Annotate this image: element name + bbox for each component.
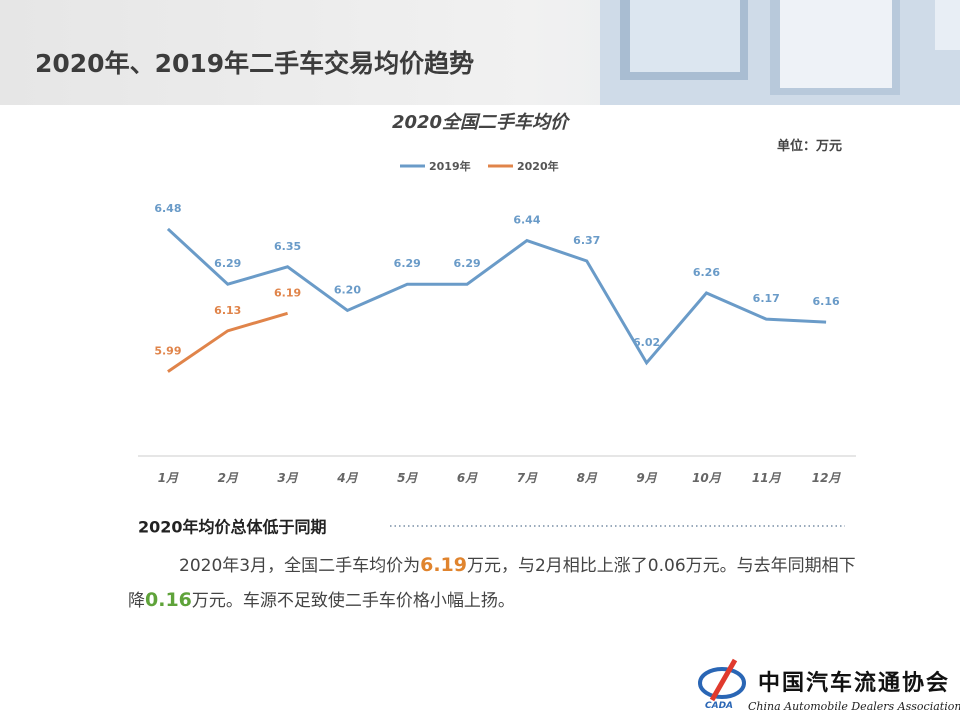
header-image bbox=[600, 0, 960, 105]
series-line bbox=[167, 311, 289, 373]
data-label: 5.99 bbox=[154, 345, 181, 358]
chart: 2020全国二手车均价 单位：万元 1月 2月 3月 4月 5月 6月 7月 8月 9月 10月 1… bbox=[138, 112, 856, 485]
x-tick-label: 8月 bbox=[577, 471, 598, 485]
data-label: 6.16 bbox=[813, 295, 840, 308]
x-tick-label: 10月 bbox=[692, 471, 722, 485]
data-label: 6.35 bbox=[274, 240, 301, 253]
unit-label: 单位：万元 bbox=[777, 138, 842, 154]
x-tick-label: 2月 bbox=[218, 471, 239, 485]
data-label: 6.37 bbox=[573, 234, 600, 247]
data-label: 6.17 bbox=[753, 292, 780, 305]
data-label: 6.29 bbox=[394, 257, 421, 270]
legend-label: 2019年 bbox=[429, 159, 471, 173]
text: 万元，与2月相比上涨了0.06万元。与去年同期相下降 bbox=[128, 556, 856, 611]
highlight: 0.16 bbox=[145, 589, 192, 611]
data-label: 6.48 bbox=[154, 202, 181, 215]
logo-ring bbox=[698, 667, 746, 699]
logo-mark: CADA bbox=[705, 701, 733, 711]
x-tick-label: 6月 bbox=[457, 471, 478, 485]
data-label: 6.29 bbox=[454, 257, 481, 270]
x-tick-label: 5月 bbox=[397, 471, 418, 485]
x-tick-label: 9月 bbox=[636, 471, 657, 485]
x-tick-label: 12月 bbox=[812, 471, 842, 485]
data-label: 6.29 bbox=[214, 257, 241, 270]
x-tick-label: 7月 bbox=[517, 471, 538, 485]
highlight: 6.19 bbox=[420, 554, 467, 576]
data-label: 6.26 bbox=[693, 266, 720, 279]
chart-title: 2020全国二手车均价 bbox=[392, 112, 571, 133]
header: 2020年、2019年二手车交易均价趋势 bbox=[0, 0, 960, 105]
data-label: 6.20 bbox=[334, 283, 361, 296]
text: 万元。车源不足致使二手车价格小幅上扬。 bbox=[191, 591, 515, 611]
x-tick-label: 1月 bbox=[158, 471, 179, 485]
data-label: 6.44 bbox=[513, 214, 540, 227]
data-label: 6.02 bbox=[633, 336, 660, 349]
text: 2020年3月，全国二手车均价为 bbox=[179, 556, 421, 576]
summary-paragraph: 2020年3月，全国二手车均价为6.19万元，与2月相比上涨了0.06万元。与去… bbox=[128, 548, 858, 618]
data-label: 6.19 bbox=[274, 286, 301, 299]
logo-english: China Automobile Dealers Association bbox=[748, 700, 960, 713]
legend-label: 2020年 bbox=[517, 159, 559, 173]
logo-swoosh bbox=[709, 658, 738, 702]
x-tick-label: 11月 bbox=[752, 471, 782, 485]
x-tick-label: 3月 bbox=[277, 471, 298, 485]
series-line bbox=[166, 227, 827, 366]
data-label: 6.13 bbox=[214, 304, 241, 317]
slide-title: 2020年、2019年二手车交易均价趋势 bbox=[35, 49, 475, 78]
x-tick-label: 4月 bbox=[336, 471, 358, 485]
logo-name: 中国汽车流通协会 bbox=[758, 670, 950, 696]
